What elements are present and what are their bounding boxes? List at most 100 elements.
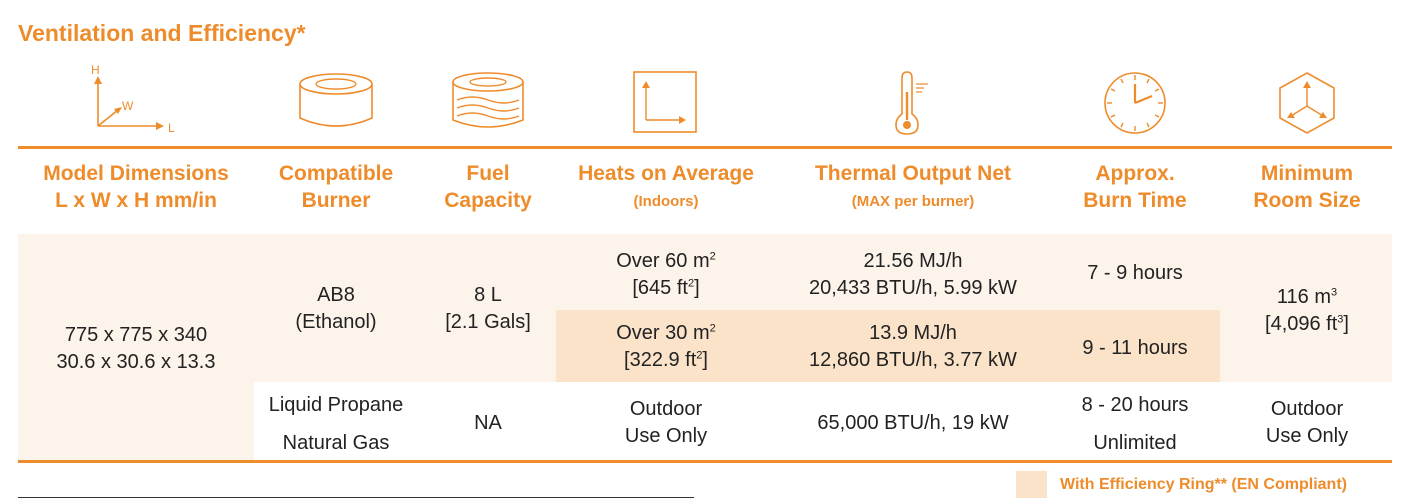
clock-icon — [1102, 70, 1168, 136]
cell-fuel-ethanol: 8 L [2.1 Gals] — [420, 278, 556, 340]
header-burner-line2: Burner — [301, 189, 371, 212]
burner-ab8: AB8 — [317, 284, 355, 306]
burn-propane-value: 8 - 20 hours — [1081, 393, 1189, 416]
cell-burn-efficiency: 9 - 11 hours — [1050, 320, 1220, 376]
cell-burn-natural-gas: Unlimited — [1050, 428, 1220, 458]
legend-swatch — [1016, 471, 1047, 498]
burner-propane-label: Liquid Propane — [268, 393, 404, 416]
header-dimensions-line2: L x W x H mm/in — [55, 189, 217, 212]
cell-thermal-gas: 65,000 BTU/h, 19 kW — [780, 408, 1046, 438]
footnote-divider — [18, 497, 694, 498]
dimensions-cell-band — [18, 382, 254, 460]
cell-room-size-ethanol: 116 m3 [4,096 ft3] — [1222, 280, 1392, 342]
axis-l-label: L — [168, 121, 175, 134]
thermal-standard-mj: 21.56 MJ/h — [863, 250, 963, 272]
header-fuel-line2: Capacity — [444, 189, 532, 212]
fuel-na: NA — [474, 411, 502, 434]
room-size-m3: 116 m3 — [1277, 284, 1337, 311]
room-size-ft3-value: [4,096 ft — [1265, 313, 1338, 335]
page-title: Ventilation and Efficiency* — [18, 20, 306, 46]
heats-efficiency-m2-value: Over 30 m — [616, 322, 710, 344]
burner-icon — [296, 70, 376, 134]
axis-w-label: W — [122, 99, 134, 113]
legend-label: With Efficiency Ring** (EN Compliant) — [1060, 476, 1347, 493]
room-size-m3-value: 116 m — [1276, 286, 1331, 308]
thermal-efficiency-btu: 12,860 BTU/h, 3.77 kW — [809, 349, 1017, 371]
dimensions-in: 30.6 x 30.6 x 13.3 — [56, 351, 216, 373]
header-heats-sub: (Indoors) — [633, 193, 699, 210]
header-dimensions-line1: Model Dimensions — [43, 162, 229, 185]
dimensions-mm: 775 x 775 x 340 — [64, 324, 208, 346]
heats-gas-line2: Use Only — [624, 425, 708, 447]
header-room-line2: Room Size — [1253, 189, 1361, 212]
header-heats-line1: Heats on Average — [578, 162, 754, 185]
heats-efficiency-ft2-value: [322.9 ft — [624, 349, 697, 371]
cell-thermal-efficiency: 13.9 MJ/h 12,860 BTU/h, 3.77 kW — [780, 316, 1046, 378]
heats-standard-ft2-sup: 2 — [687, 277, 695, 290]
fuel-liters: 8 L — [474, 284, 502, 306]
header-heats-on-average: Heats on Average (Indoors) — [558, 160, 774, 213]
cell-model-dimensions: 775 x 775 x 340 30.6 x 30.6 x 13.3 — [18, 318, 254, 380]
heats-standard-m2: Over 60 m2 — [616, 248, 715, 275]
header-room-size: Minimum Room Size — [1222, 160, 1392, 214]
cell-fuel-gas: NA — [420, 408, 556, 438]
cell-burner-natural-gas: Natural Gas — [256, 428, 416, 458]
room-size-ft3-end: ] — [1343, 313, 1349, 335]
cell-room-size-gas: Outdoor Use Only — [1222, 392, 1392, 454]
heats-efficiency-m2-sup: 2 — [709, 322, 716, 335]
heats-efficiency-ft2-sup: 2 — [696, 349, 703, 362]
header-fuel-line1: Fuel — [466, 162, 510, 185]
heats-standard-ft2-value: [645 ft — [632, 277, 688, 299]
heats-efficiency-m2: Over 30 m2 — [616, 320, 715, 347]
header-thermal-sub: (MAX per burner) — [851, 193, 975, 210]
room-gas-line1: Outdoor — [1270, 398, 1344, 420]
cell-burn-standard: 7 - 9 hours — [1050, 244, 1220, 302]
room-size-ft3: [4,096 ft3] — [1265, 311, 1349, 338]
efficiency-ring-band — [556, 310, 1220, 382]
heats-standard-m2-sup: 2 — [709, 250, 716, 263]
header-burn-line1: Approx. — [1095, 162, 1175, 185]
header-compatible-burner: Compatible Burner — [256, 160, 416, 214]
burner-natural-gas-label: Natural Gas — [282, 431, 390, 454]
heats-standard-ft2-end: ] — [694, 277, 700, 299]
header-burn-line2: Burn Time — [1083, 189, 1187, 212]
cell-heats-efficiency: Over 30 m2 [322.9 ft2] — [558, 316, 774, 378]
burn-efficiency-value: 9 - 11 hours — [1082, 336, 1188, 359]
fuel-tank-icon — [448, 70, 528, 134]
heats-efficiency-ft2: [322.9 ft2] — [624, 347, 708, 374]
cell-burner-ethanol: AB8 (Ethanol) — [256, 278, 416, 340]
heats-standard-ft2: [645 ft2] — [632, 275, 699, 302]
cell-burner-propane: Liquid Propane — [256, 390, 416, 420]
header-burner-line1: Compatible — [278, 162, 394, 185]
room-size-ft3-sup: 3 — [1337, 313, 1344, 326]
cell-heats-gas: Outdoor Use Only — [558, 392, 774, 454]
burn-natural-gas-value: Unlimited — [1093, 431, 1177, 454]
table-bottom-rule — [18, 460, 1392, 463]
heats-standard-m2-value: Over 60 m — [616, 250, 710, 272]
room-cube-icon — [1276, 70, 1338, 136]
thermal-standard-btu: 20,433 BTU/h, 5.99 kW — [809, 277, 1017, 299]
header-room-line1: Minimum — [1260, 162, 1354, 185]
thermal-gas-value: 65,000 BTU/h, 19 kW — [817, 411, 1009, 434]
axis-h-label: H — [91, 64, 100, 77]
cell-thermal-standard: 21.56 MJ/h 20,433 BTU/h, 5.99 kW — [780, 244, 1046, 306]
dimensions-axes-icon: H W L — [88, 64, 188, 134]
room-gas-line2: Use Only — [1265, 425, 1349, 447]
heats-efficiency-ft2-end: ] — [702, 349, 708, 371]
cell-burn-propane: 8 - 20 hours — [1050, 390, 1220, 420]
header-fuel-capacity: Fuel Capacity — [420, 160, 556, 214]
header-thermal-output: Thermal Output Net (MAX per burner) — [780, 160, 1046, 213]
fuel-gallons: [2.1 Gals] — [445, 311, 531, 333]
burner-ethanol-label: (Ethanol) — [295, 311, 377, 333]
header-thermal-line1: Thermal Output Net — [814, 162, 1011, 185]
cell-heats-standard: Over 60 m2 [645 ft2] — [558, 244, 774, 306]
heats-gas-line1: Outdoor — [629, 398, 703, 420]
thermal-efficiency-mj: 13.9 MJ/h — [869, 322, 957, 344]
header-top-rule — [18, 146, 1392, 149]
room-area-icon — [632, 70, 698, 134]
burn-standard-value: 7 - 9 hours — [1087, 261, 1183, 284]
room-size-m3-sup: 3 — [1330, 286, 1338, 299]
header-burn-time: Approx. Burn Time — [1050, 160, 1220, 214]
header-model-dimensions: Model Dimensions L x W x H mm/in — [18, 160, 254, 214]
thermometer-icon — [892, 70, 936, 136]
